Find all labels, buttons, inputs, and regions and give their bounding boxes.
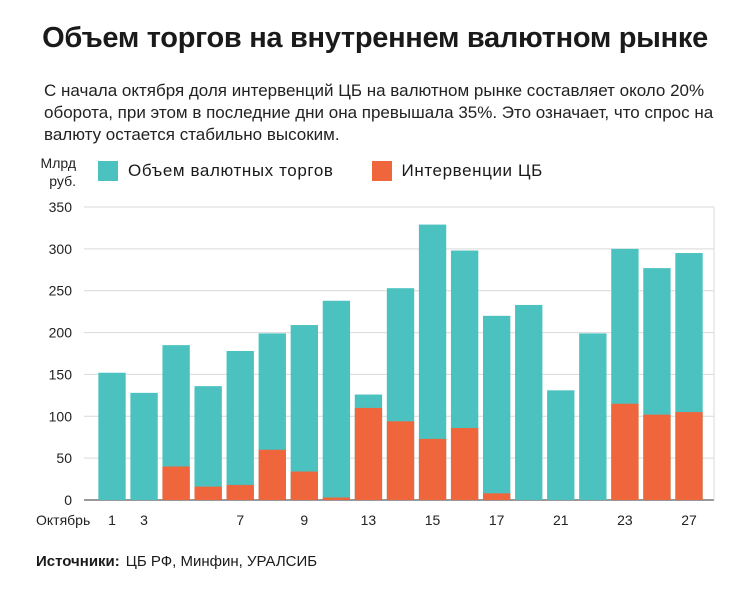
x-tick-label-27: 27 — [681, 512, 697, 528]
source-label: Источники: — [36, 553, 120, 570]
x-tick-label-17: 17 — [489, 512, 505, 528]
bar-interventions-24 — [643, 414, 671, 500]
bar-interventions-13 — [354, 407, 383, 500]
bar-interventions-16 — [450, 428, 479, 500]
x-tick-label-23: 23 — [617, 512, 633, 528]
y-tick-label-250: 250 — [49, 283, 73, 299]
chart-title: Объем торгов на внутреннем валютном рынк… — [42, 22, 708, 54]
y-tick-label-200: 200 — [49, 325, 73, 341]
bar-volume-8 — [226, 350, 254, 500]
y-tick-label-350: 350 — [49, 199, 73, 215]
bar-volume-20 — [515, 304, 543, 500]
bar-volume-10 — [290, 325, 319, 500]
bar-interventions-17 — [482, 493, 511, 500]
legend-swatch-interventions — [371, 161, 392, 181]
bar-interventions-6 — [162, 466, 190, 500]
bar-interventions-23 — [611, 403, 639, 500]
y-axis-unit-line-2: руб. — [49, 173, 76, 189]
x-tick-label-7: 7 — [236, 512, 244, 528]
legend-item-interventions: Интервенции ЦБ — [371, 161, 543, 181]
bar-interventions-10 — [290, 471, 319, 500]
y-axis-unit-line-1: Млрд — [40, 155, 76, 171]
y-axis-unit-label: Млрд руб. — [36, 154, 76, 190]
source-note: Источники: ЦБ РФ, Минфин, УРАЛСИБ — [36, 553, 317, 570]
x-tick-label-21: 21 — [553, 512, 569, 528]
bar-volume-3 — [130, 392, 158, 500]
legend-label-volume: Объем валютных торгов — [128, 161, 334, 180]
legend-swatch-volume — [98, 161, 118, 181]
bar-interventions-11 — [322, 497, 351, 500]
x-tick-label-9: 9 — [300, 512, 308, 528]
x-tick-label-15: 15 — [425, 512, 441, 528]
bar-volume-11 — [322, 300, 351, 500]
bar-interventions-9 — [258, 449, 286, 500]
bar-volume-21 — [547, 390, 575, 500]
x-tick-label-3: 3 — [140, 512, 148, 528]
source-text: ЦБ РФ, Минфин, УРАЛСИБ — [125, 553, 318, 570]
y-tick-label-50: 50 — [56, 450, 72, 466]
x-tick-label-13: 13 — [361, 512, 377, 528]
bar-volume-1 — [98, 372, 126, 500]
bar-interventions-14 — [386, 421, 415, 500]
x-tick-label-1: 1 — [108, 512, 116, 528]
y-tick-label-150: 150 — [49, 366, 73, 382]
bar-volume-17 — [482, 315, 511, 500]
legend-item-volume: Объем валютных торгов — [98, 161, 334, 181]
x-axis-month-label: Октябрь — [36, 512, 90, 528]
legend: Объем валютных торгов Интервенции ЦБ — [98, 160, 581, 182]
y-tick-label-100: 100 — [49, 408, 73, 424]
bar-volume-7 — [194, 386, 222, 500]
chart-subtitle: С начала октября доля интервенций ЦБ на … — [44, 81, 714, 144]
bar-interventions-15 — [418, 438, 447, 500]
bar-interventions-27 — [675, 412, 703, 500]
bar-interventions-7 — [194, 486, 222, 500]
y-tick-label-0: 0 — [64, 492, 72, 508]
y-tick-label-300: 300 — [49, 241, 73, 257]
bar-interventions-8 — [226, 484, 254, 500]
bar-volume-22 — [579, 333, 607, 500]
legend-label-interventions: Интервенции ЦБ — [401, 161, 543, 180]
